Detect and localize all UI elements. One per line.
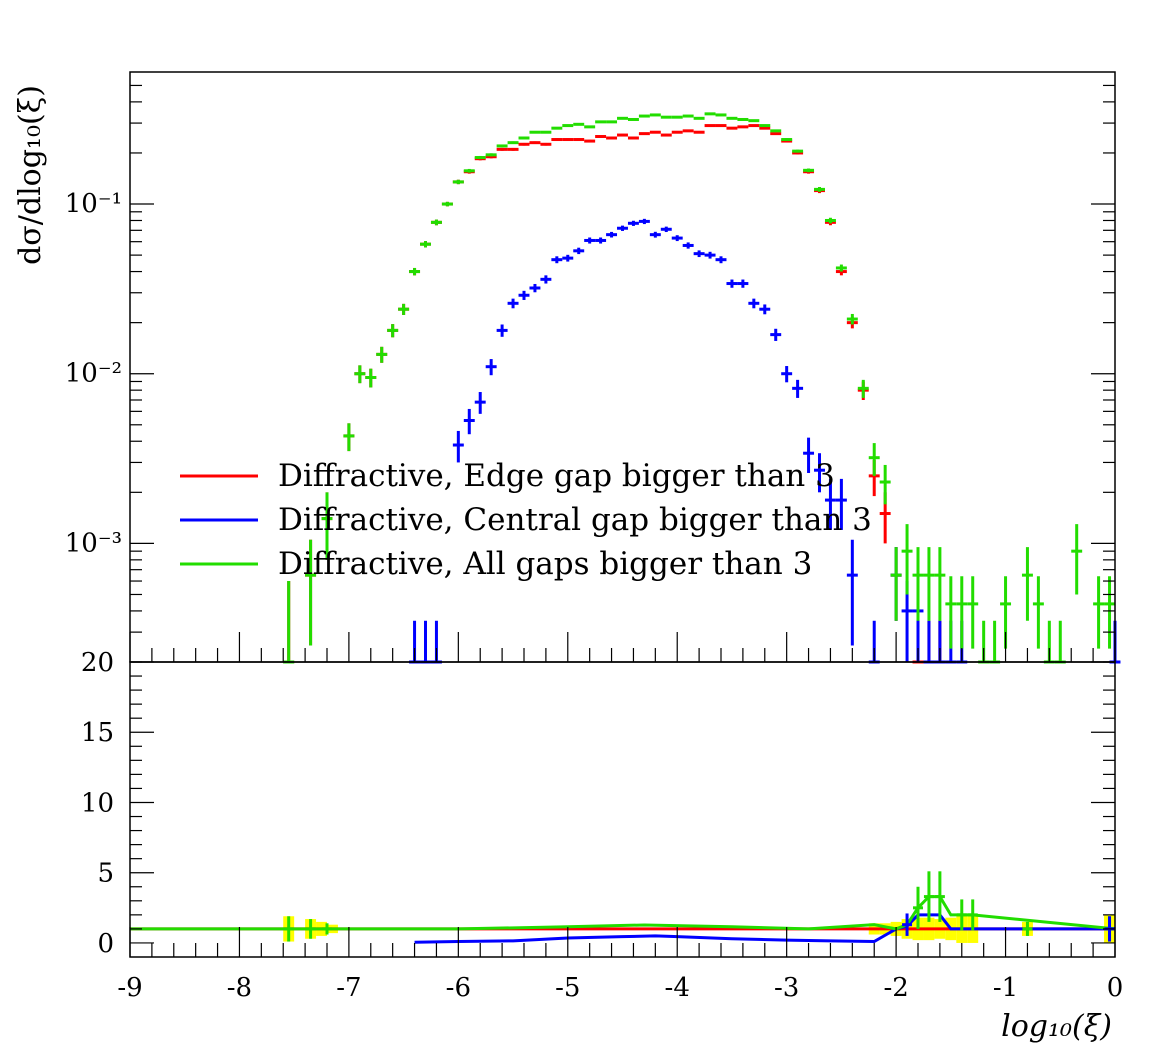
top-y-tick-label: 10⁻² bbox=[65, 359, 122, 389]
top-y-tick-label: 10⁻³ bbox=[65, 528, 122, 558]
legend: Diffractive, Edge gap bigger than 3 Diffr… bbox=[180, 458, 872, 582]
bottom-y-tick-label: 0 bbox=[97, 929, 114, 959]
top-y-axis-title: dσ/dlog₁₀(ξ) bbox=[13, 85, 48, 265]
ratio-errorbars bbox=[283, 871, 1115, 942]
x-tick-labels: -9 -8 -7 -6 -5 -4 -3 -2 -1 0 bbox=[117, 973, 1123, 1003]
series-2-marks bbox=[409, 218, 1121, 664]
top-panel: 10⁻³ 10⁻² 10⁻¹ dσ/dlog₁₀(ξ) Diffractive, E… bbox=[13, 71, 1121, 664]
bottom-y-tick-label: 10 bbox=[81, 788, 114, 818]
ratio-line-3 bbox=[130, 895, 1116, 931]
x-tick-label: -6 bbox=[446, 973, 471, 1003]
x-tick-label: 0 bbox=[1107, 973, 1124, 1003]
top-ticks bbox=[129, 84, 1116, 663]
bottom-panel: 0 5 10 15 20 -9 -8 -7 -6 -5 -4 -3 -2 -1 0 log₁₀(ξ) bbox=[81, 648, 1123, 1044]
series-3-marks bbox=[283, 112, 1115, 664]
x-tick-label: -5 bbox=[555, 973, 580, 1003]
x-axis-title: log₁₀(ξ) bbox=[1001, 1009, 1112, 1044]
bottom-y-tick-label: 20 bbox=[81, 648, 114, 678]
x-tick-label: -1 bbox=[993, 973, 1018, 1003]
x-tick-label: -7 bbox=[336, 973, 361, 1003]
x-tick-label: -2 bbox=[883, 973, 908, 1003]
x-tick-label: -3 bbox=[774, 973, 799, 1003]
bottom-y-tick-label: 5 bbox=[97, 859, 114, 889]
bottom-y-tick-labels: 0 5 10 15 20 bbox=[81, 648, 114, 959]
x-tick-label: -8 bbox=[227, 973, 252, 1003]
bottom-y-tick-label: 15 bbox=[81, 718, 114, 748]
legend-label-2: Diffractive, Central gap bigger than 3 bbox=[278, 502, 872, 538]
bottom-data-marks bbox=[130, 871, 1116, 944]
legend-label-1: Diffractive, Edge gap bigger than 3 bbox=[278, 458, 835, 494]
top-y-tick-label: 10⁻¹ bbox=[65, 189, 122, 219]
bottom-frame bbox=[129, 661, 1116, 958]
top-y-tick-labels: 10⁻³ 10⁻² 10⁻¹ bbox=[65, 189, 122, 558]
ratio-line-2 bbox=[414, 913, 1115, 944]
bottom-ticks bbox=[129, 661, 1116, 957]
x-tick-label: -4 bbox=[665, 973, 690, 1003]
legend-label-3: Diffractive, All gaps bigger than 3 bbox=[278, 546, 812, 582]
x-tick-label: -9 bbox=[117, 973, 142, 1003]
